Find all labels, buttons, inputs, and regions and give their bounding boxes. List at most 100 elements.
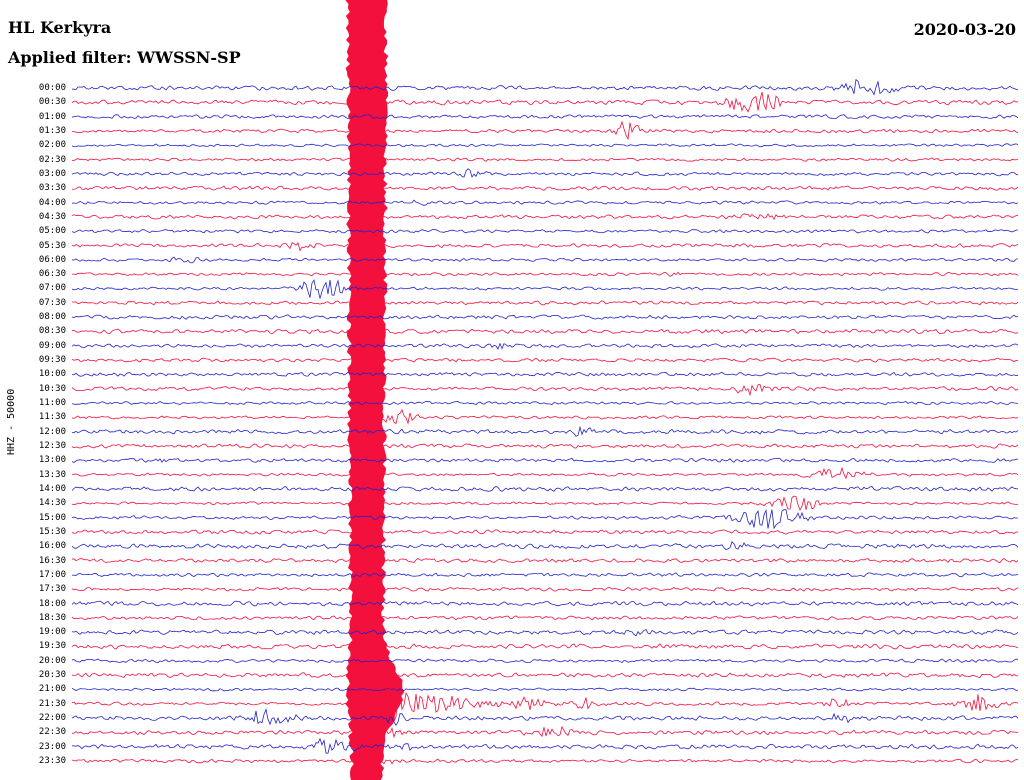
time-label: 11:00: [38, 398, 66, 409]
time-label: 21:30: [38, 698, 66, 709]
time-label: 12:30: [38, 441, 66, 451]
trace-row-1600: [71, 541, 1019, 551]
trace-row-1930: [71, 643, 1019, 650]
trace-row-2230: [71, 725, 1019, 739]
time-label: 04:00: [38, 197, 66, 208]
trace-row-0430: [71, 213, 1019, 221]
trace-row-0730: [72, 300, 1019, 306]
time-label: 19:00: [38, 627, 66, 638]
time-label: 12:00: [38, 426, 66, 437]
filter-label: Applied filter: WWSSN-SP: [8, 48, 241, 67]
time-label: 00:00: [38, 83, 66, 93]
time-label: 16:30: [38, 555, 66, 566]
trace-row-2030: [71, 672, 1019, 678]
time-label: 08:00: [38, 312, 66, 323]
time-label: 23:00: [38, 741, 66, 752]
trace-row-0000: [71, 78, 1019, 96]
time-label: 19:30: [38, 641, 66, 652]
trace-row-1630: [71, 557, 1019, 564]
time-label: 06:00: [38, 254, 66, 265]
trace-row-0530: [71, 242, 1019, 252]
trace-row-0600: [71, 256, 1019, 264]
trace-row-1800: [71, 600, 1019, 607]
trace-row-1530: [71, 529, 1019, 535]
trace-row-1130: [71, 408, 1019, 425]
trace-row-2130: [71, 677, 1019, 722]
time-label: 09:00: [38, 340, 66, 351]
trace-row-0930: [71, 357, 1019, 363]
time-label: 02:30: [38, 154, 66, 165]
time-label: 14:00: [38, 483, 66, 494]
time-label: 07:00: [38, 283, 66, 294]
time-label: 22:30: [38, 727, 66, 738]
station-name: HL Kerkyra: [8, 18, 112, 37]
trace-row-1100: [71, 400, 1019, 406]
time-label: 10:00: [38, 369, 66, 380]
time-label: 16:00: [38, 541, 66, 552]
trace-row-1400: [71, 486, 1019, 492]
time-label: 05:00: [38, 226, 66, 237]
time-label: 22:00: [38, 713, 66, 724]
trace-row-0130: [71, 120, 1019, 141]
time-label: 00:30: [38, 97, 66, 108]
trace-row-0230: [71, 156, 1019, 164]
time-label: 13:30: [38, 469, 66, 480]
time-label: 01:30: [38, 125, 66, 136]
time-label: 20:30: [38, 670, 66, 681]
trace-row-1300: [71, 457, 1019, 464]
time-label: 05:30: [38, 240, 66, 251]
trace-row-1230: [71, 443, 1019, 449]
time-label: 09:30: [38, 355, 66, 366]
time-label: 15:00: [38, 512, 66, 523]
trace-row-1000: [71, 371, 1019, 377]
time-label: 23:30: [38, 756, 66, 767]
trace-row-2300: [71, 737, 1019, 754]
time-label: 17:00: [38, 569, 66, 580]
trace-row-1500: [71, 508, 1019, 530]
record-date: 2020-03-20: [913, 20, 1016, 39]
time-label: 14:30: [38, 498, 66, 509]
time-label: 03:30: [38, 183, 66, 194]
time-label: 17:30: [38, 584, 66, 595]
time-label: 03:00: [38, 168, 66, 179]
trace-row-0630: [72, 271, 1019, 277]
time-label: 01:00: [38, 111, 66, 122]
trace-row-2100: [71, 687, 1019, 692]
trace-row-1200: [71, 425, 1019, 437]
time-label: 20:00: [38, 655, 66, 666]
trace-row-1700: [71, 572, 1019, 578]
trace-row-2000: [71, 658, 1019, 664]
time-label: 10:30: [38, 383, 66, 394]
trace-row-1730: [71, 587, 1019, 592]
trace-row-0400: [71, 199, 1019, 206]
time-label: 04:30: [38, 211, 66, 222]
main-event-stripe: [345, 0, 405, 780]
trace-row-1430: [71, 495, 1019, 511]
trace-row-0700: [71, 279, 1019, 299]
trace-row-1330: [71, 466, 1019, 480]
time-label: 18:30: [38, 612, 66, 623]
time-label: 07:30: [38, 297, 66, 308]
time-label: 08:30: [38, 326, 66, 337]
trace-row-1030: [71, 384, 1019, 397]
time-label: 06:30: [38, 269, 66, 280]
trace-row-0830: [71, 328, 1019, 335]
time-label: 21:00: [38, 684, 66, 695]
time-label: 02:00: [38, 140, 66, 151]
trace-row-1830: [71, 615, 1019, 621]
time-label: 18:00: [38, 598, 66, 609]
trace-row-1900: [71, 628, 1019, 637]
trace-row-0030: [71, 92, 1019, 113]
time-label: 15:30: [38, 526, 66, 537]
trace-row-0500: [71, 228, 1019, 234]
trace-row-2330: [71, 758, 1019, 765]
time-label: 11:30: [38, 412, 66, 423]
trace-row-0200: [71, 143, 1019, 148]
trace-row-0800: [71, 314, 1019, 320]
trace-row-0300: [71, 168, 1019, 178]
trace-row-0100: [71, 114, 1019, 120]
time-label: 13:00: [38, 455, 66, 466]
channel-scale-label: HHZ - 50000: [6, 388, 17, 455]
